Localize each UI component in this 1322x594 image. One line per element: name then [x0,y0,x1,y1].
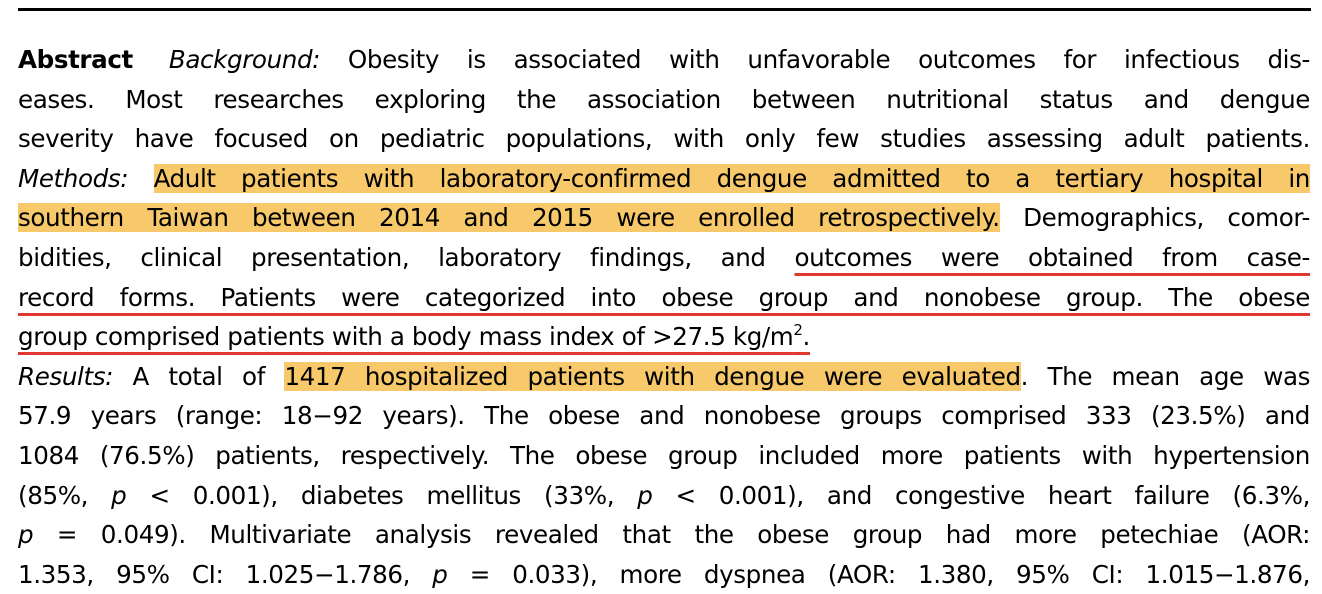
abstract-line-10: 57.9 years (range: 18−92 years). The obe… [18,401,1310,431]
results-heading: Results: [18,361,113,391]
abstract-line-8: group comprised patients with a body mas… [18,317,1310,357]
background-text-1: Obesity is associated with unfavorable o… [347,45,1310,74]
methods-plain-2: bidities, clinical presentation, laborat… [18,242,766,272]
abstract-line-4: Methods: Adult patients with laboratory-… [18,159,1310,199]
abstract-line-9: Results: A total of 1417 hospitalized pa… [18,357,1310,397]
methods-underline-1: outcomes were obtained from case- [794,242,1311,272]
abstract-text: Abstract Background: Obesity is associate… [18,40,1310,594]
methods-highlight-2: southern Taiwan between 2014 and 2015 we… [18,203,1000,233]
abstract-line-5: southern Taiwan between 2014 and 2015 we… [18,198,1310,238]
results-intro: A total of [132,361,265,391]
superscript-2: 2 [793,321,803,340]
abstract-line-1: Abstract Background: Obesity is associate… [18,40,1310,80]
background-heading: Background: [168,45,321,74]
methods-plain-1: Demographics, comor- [1023,203,1310,233]
abstract-line-14: 1.353, 95% CI: 1.025−1.786, p = 0.033), … [18,559,1310,589]
methods-underline-3: group comprised patients with a body mas… [18,321,810,352]
results-text-1: . The mean age was [1020,361,1311,391]
methods-underline-2: record forms. Patients were categorized … [18,282,1310,312]
methods-highlight-1: Adult patients with laboratory-confirmed… [153,163,1310,193]
abstract-line-7: record forms. Patients were categorized … [18,278,1310,318]
abstract-line-11: 1084 (76.5%) patients, respectively. The… [18,440,1310,470]
top-rule [18,8,1311,11]
abstract-label: Abstract [18,45,133,74]
abstract-line-12: (85%, p < 0.001), diabetes mellitus (33%… [18,480,1310,510]
abstract-line-13: p = 0.049). Multivariate analysis reveal… [18,520,1311,550]
abstract-line-6: bidities, clinical presentation, laborat… [18,238,1310,278]
methods-heading: Methods: [18,163,129,193]
results-highlight: 1417 hospitalized patients with dengue w… [284,361,1021,391]
abstract-line-2: eases. Most researches exploring the ass… [18,84,1310,114]
abstract-line-3: severity have focused on pediatric popul… [18,124,1310,154]
